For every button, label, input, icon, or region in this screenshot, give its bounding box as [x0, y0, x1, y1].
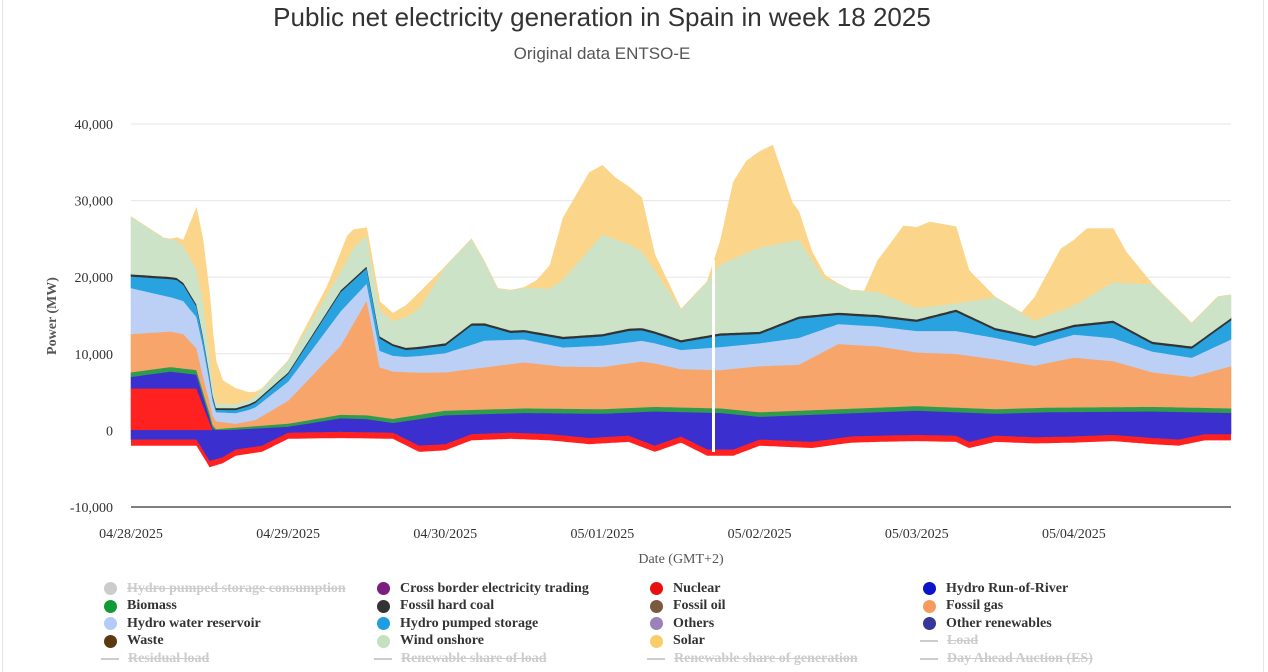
- legend-line-icon: [920, 657, 938, 660]
- legend-dot-icon: [650, 582, 663, 596]
- legend-item[interactable]: Other renewables: [923, 615, 1196, 633]
- legend-dot-icon: [923, 599, 936, 613]
- legend-item[interactable]: Solar: [650, 633, 923, 651]
- legend-dot-icon: [650, 599, 663, 613]
- legend-dot-icon: [923, 617, 936, 631]
- x-axis-ticks: 04/28/2025 04/29/2025 04/30/2025 05/01/2025…: [99, 527, 1106, 542]
- legend-label: Others: [673, 615, 715, 631]
- y-tick-label: 30,000: [75, 195, 114, 210]
- y-axis-ticks: -10,000 0 10,000 20,000 30,000 40,000: [70, 118, 113, 516]
- area-chart[interactable]: -10,000 0 10,000 20,000 30,000 40,000 04/28/2…: [0, 0, 1268, 580]
- x-axis-title: Date (GMT+2): [638, 552, 724, 567]
- legend-item[interactable]: Others: [650, 615, 923, 633]
- legend-dot-icon: [377, 582, 390, 596]
- legend-label: Renewable share of load: [401, 650, 547, 666]
- x-tick-label: 05/02/2025: [728, 527, 792, 542]
- legend-item[interactable]: Waste: [104, 633, 377, 651]
- x-tick-label: 05/04/2025: [1042, 527, 1106, 542]
- y-axis-title: Power (MW): [45, 277, 60, 355]
- legend-item[interactable]: Cross border electricity trading: [377, 580, 650, 598]
- legend-label: Solar: [673, 633, 705, 649]
- legend-label: Other renewables: [946, 615, 1052, 631]
- legend-item[interactable]: Residual load: [101, 650, 377, 668]
- legend-label: Load: [947, 633, 979, 649]
- legend-item[interactable]: Hydro Run-of-River: [923, 580, 1196, 598]
- legend-dot-icon: [104, 582, 117, 596]
- legend-label: Residual load: [128, 650, 210, 666]
- legend-label: Hydro pumped storage consumption: [127, 580, 346, 596]
- legend-dot-icon: [377, 599, 390, 613]
- legend-label: Biomass: [127, 598, 177, 614]
- legend-label: Hydro water reservoir: [127, 615, 261, 631]
- legend-label: Hydro Run-of-River: [946, 580, 1069, 596]
- series-area-solar[interactable]: [130, 144, 1232, 405]
- legend-dot-icon: [377, 634, 390, 648]
- legend-label: Fossil gas: [946, 598, 1004, 614]
- y-tick-label: 40,000: [75, 118, 114, 133]
- series-areas: [130, 144, 1232, 468]
- legend-dot-icon: [923, 582, 936, 596]
- y-tick-label: 10,000: [75, 348, 114, 363]
- x-tick-label: 04/30/2025: [413, 527, 477, 542]
- legend-item[interactable]: Fossil gas: [923, 598, 1196, 616]
- legend-item[interactable]: Renewable share of generation: [647, 650, 923, 668]
- legend: Hydro pumped storage consumption Cross bo…: [101, 580, 1244, 668]
- legend-item[interactable]: Biomass: [104, 598, 377, 616]
- legend-label: Fossil hard coal: [400, 598, 495, 614]
- x-tick-label: 04/28/2025: [99, 527, 163, 542]
- legend-item[interactable]: Renewable share of load: [374, 650, 650, 668]
- legend-item[interactable]: Wind onshore: [377, 633, 650, 651]
- legend-dot-icon: [650, 634, 663, 648]
- legend-label: Nuclear: [673, 580, 721, 596]
- legend-dot-icon: [377, 617, 390, 631]
- chart-subtitle: Original data ENTSO-E: [513, 44, 691, 63]
- y-tick-label: -10,000: [70, 501, 113, 516]
- chart-title: Public net electricity generation in Spa…: [273, 2, 931, 32]
- legend-line-icon: [374, 657, 392, 660]
- legend-item[interactable]: Day Ahead Auction (ES): [920, 650, 1196, 668]
- legend-label: Hydro pumped storage: [400, 615, 539, 631]
- legend-line-icon: [647, 657, 665, 660]
- x-tick-label: 05/01/2025: [571, 527, 635, 542]
- legend-label: Renewable share of generation: [674, 650, 858, 666]
- legend-item[interactable]: Fossil oil: [650, 598, 923, 616]
- legend-item[interactable]: Fossil hard coal: [377, 598, 650, 616]
- x-tick-label: 04/29/2025: [256, 527, 320, 542]
- legend-dot-icon: [104, 634, 117, 648]
- legend-item[interactable]: Hydro water reservoir: [104, 615, 377, 633]
- legend-item[interactable]: Hydro pumped storage consumption: [104, 580, 377, 598]
- y-tick-label: 20,000: [75, 271, 114, 286]
- legend-item[interactable]: Nuclear: [650, 580, 923, 598]
- legend-line-icon: [101, 657, 119, 660]
- legend-label: Waste: [127, 633, 164, 649]
- legend-dot-icon: [104, 617, 117, 631]
- legend-dot-icon: [650, 617, 663, 631]
- y-tick-label: 0: [106, 424, 113, 439]
- legend-item[interactable]: Load: [920, 633, 1196, 651]
- legend-item[interactable]: Hydro pumped storage: [377, 615, 650, 633]
- x-tick-label: 05/03/2025: [885, 527, 949, 542]
- data-gap-marker: [712, 260, 715, 452]
- legend-label: Day Ahead Auction (ES): [947, 650, 1093, 666]
- legend-label: Fossil oil: [673, 598, 726, 614]
- legend-label: Wind onshore: [400, 633, 484, 649]
- legend-label: Cross border electricity trading: [400, 580, 589, 596]
- legend-dot-icon: [104, 599, 117, 613]
- series-area-nuclear-negative-band: [131, 431, 1231, 468]
- legend-line-icon: [920, 640, 938, 643]
